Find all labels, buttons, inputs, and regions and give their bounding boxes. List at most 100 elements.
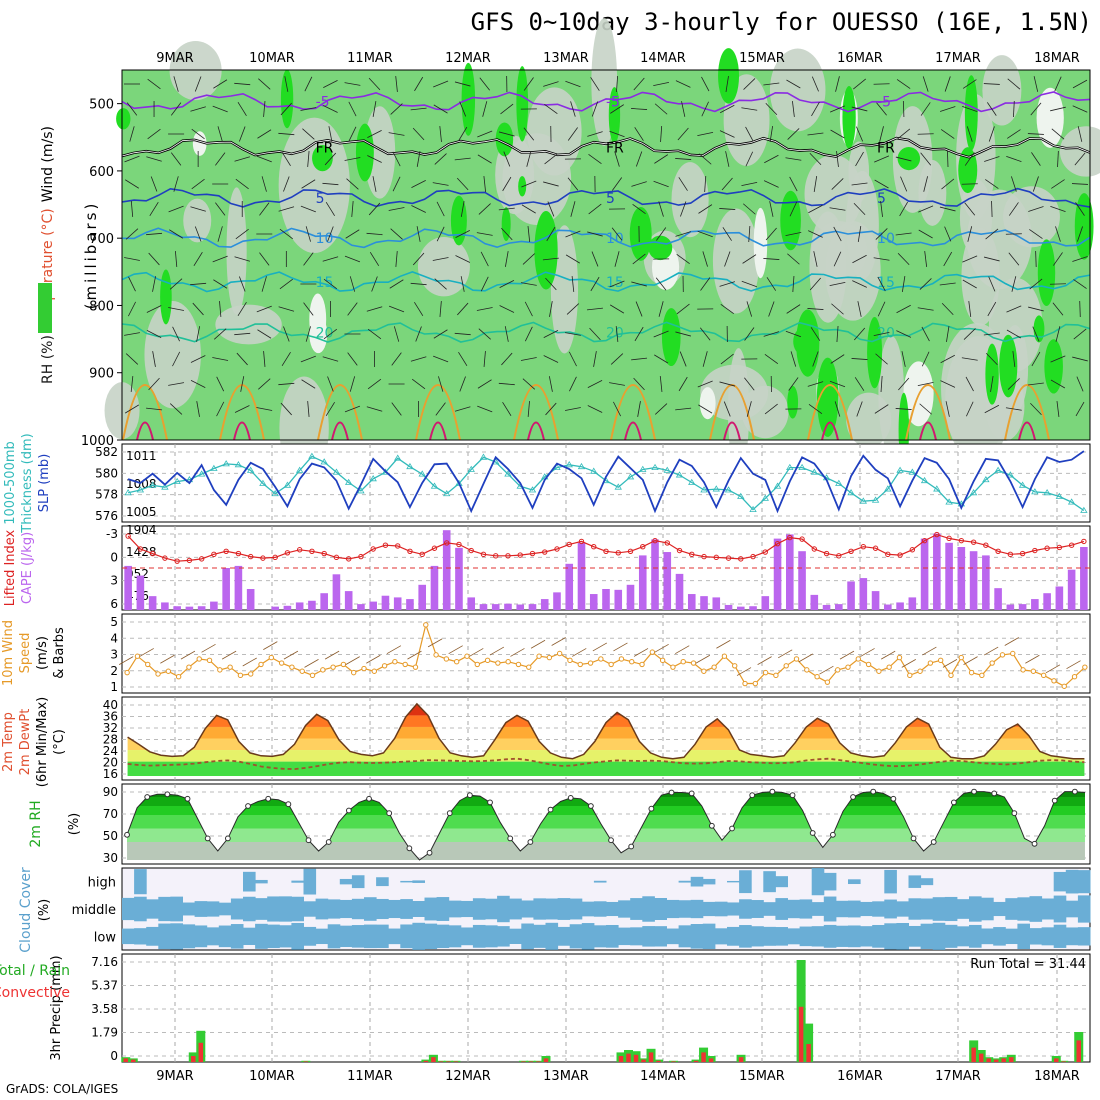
wind-barb [898,377,910,391]
top-date-label: 15MAR [739,51,785,66]
cape-bar [369,601,377,610]
lifted-index-marker [799,536,805,542]
wind-barb [987,301,997,317]
wind-speed-marker [536,653,542,659]
wind-barb [524,326,533,342]
temperature-contour-label: 10 [877,231,895,247]
wind-barb [895,156,912,162]
wind-barb [152,351,156,367]
wind-barb [327,226,334,242]
temperature-band [127,761,1085,776]
thickness-marker [675,471,684,478]
lifted-index-marker [554,546,560,552]
wind-barb [325,202,335,216]
wind-speed-marker [804,667,810,673]
wind-barb [877,301,886,317]
wind-barb [1005,407,1022,411]
wind-barb [279,228,293,240]
wind-barb [196,326,201,342]
wind-barb [566,303,580,315]
thickness-marker [283,481,292,488]
thickness-marker [210,464,218,471]
rh-moist-patch [958,147,978,194]
wind-speed-marker [495,660,501,666]
wind-tick-label: 2 [110,664,118,678]
upper-air-legend-part: Wind (m/s) [40,126,56,202]
wind-barb [433,80,449,88]
wind-speed-marker [443,656,450,662]
slp-tick-label: 1011 [126,449,157,463]
rh-marker [426,849,433,856]
wind-barb [725,151,730,167]
rh-dry-patch [804,154,863,234]
wind-speed-marker [474,661,480,668]
wind-barb [854,377,865,391]
wind-speed-marker [237,672,244,679]
wind-barb [565,254,580,264]
precip-convective-bar [633,1054,639,1062]
cape-bar [197,606,206,610]
wind-barb [1027,382,1044,386]
wind-speed-marker [268,654,275,661]
lifted-index-marker [774,540,781,547]
rh-moist-patch [964,75,978,151]
top-date-label: 14MAR [640,51,686,66]
wind-barb [589,327,601,341]
wind-barb [856,126,864,142]
wind-barb [939,282,956,286]
cloud-cell [896,923,909,950]
cloud-cell [944,896,958,922]
cloud-cell [122,928,135,945]
cloud-cell [799,899,813,919]
wind-barb [588,153,602,165]
wind-barb [498,131,515,137]
surface-wind-barb [427,638,443,648]
wind-barb [170,152,182,166]
cloud-row-label: middle [72,903,116,918]
wind-tick-label: 4 [110,631,118,645]
wind-barb [543,330,559,338]
lifted-index-marker [701,553,707,560]
temperature-contour [121,187,1091,208]
wind-barb [234,82,251,86]
wind-barb [483,176,486,192]
cape-bar [835,604,843,610]
wind-barb [522,253,535,265]
precip-convective-bar [971,1047,976,1062]
lifted-index-marker [566,541,572,548]
lifted-index-marker [505,553,511,559]
rh-marker [870,788,877,795]
wind-barb [546,226,556,242]
precip-tick-label: 0 [110,1049,118,1063]
lifted-index-marker [1044,545,1050,551]
wind-barb [367,155,382,163]
bottom-date-label: 13MAR [543,1069,589,1084]
wind-barb [170,102,182,116]
wind-barb [853,327,866,341]
wind-barb [985,179,999,189]
thickness-marker [577,462,586,470]
cape-bar [148,596,157,610]
surface-wind-barb [716,639,731,649]
cloud-cell [243,896,256,922]
lifted-index-tick-label: 3 [110,574,118,588]
wind-barb [1072,79,1088,89]
wind-barb [678,177,688,191]
wind-speed-marker [742,680,748,687]
rh-very-dry-patch [309,293,327,345]
precip-tick-label: 1.79 [91,1026,118,1040]
bottom-date-label: 15MAR [739,1069,785,1084]
cape-bar [736,606,745,610]
cloud-cell [908,875,922,888]
thickness-marker [639,465,647,472]
wind-barb [613,401,622,417]
panel-axis-label: (6hr Min/Max) [35,697,50,787]
wind-barb [454,406,471,412]
wind-barb [148,377,160,391]
wind-barb [323,80,338,88]
cloud-cell [521,923,534,950]
thickness-marker [945,498,953,505]
lifted-index-marker [333,554,340,561]
cloud-cell [1017,897,1030,921]
cape-bar [712,597,721,610]
